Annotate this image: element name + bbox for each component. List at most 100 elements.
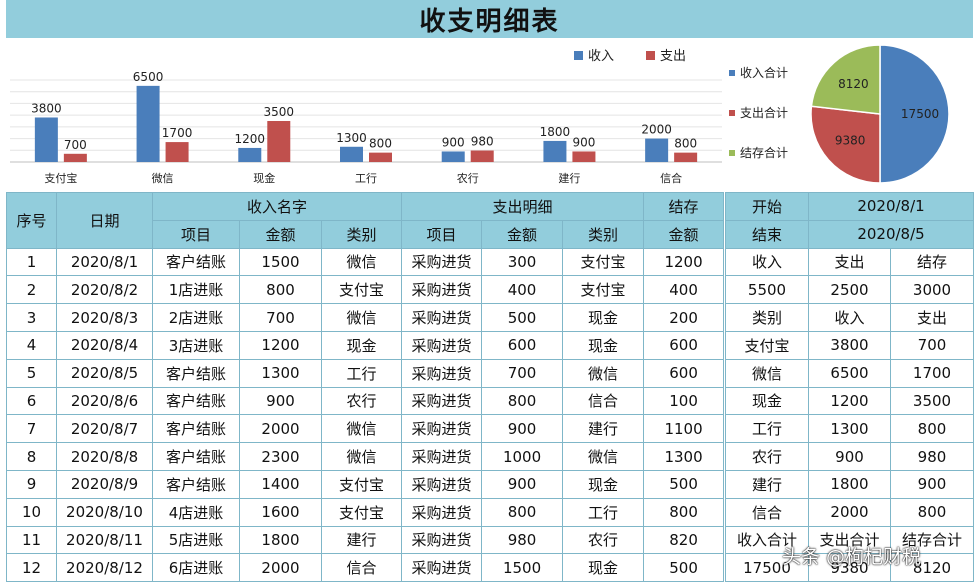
seq-cell[interactable]: 2 bbox=[6, 275, 57, 305]
date-cell[interactable]: 2020/8/12 bbox=[56, 553, 153, 583]
date-cell[interactable]: 2020/8/9 bbox=[56, 469, 153, 499]
summary-cell[interactable]: 5500 bbox=[725, 275, 809, 305]
expense-category-cell[interactable]: 现金 bbox=[562, 330, 645, 360]
expense-amount-cell[interactable]: 900 bbox=[481, 414, 564, 444]
summary-cell[interactable]: 1200 bbox=[808, 386, 891, 416]
income-category-cell[interactable]: 微信 bbox=[320, 414, 403, 444]
summary-cell[interactable]: 支出 bbox=[808, 247, 891, 277]
summary-cell[interactable]: 工行 bbox=[725, 414, 809, 444]
expense-item-cell[interactable]: 采购进货 bbox=[401, 442, 483, 471]
summary-cell[interactable]: 微信 bbox=[725, 358, 809, 388]
summary-cell[interactable]: 1800 bbox=[808, 469, 891, 499]
summary-cell[interactable]: 900 bbox=[808, 442, 891, 471]
balance-cell[interactable]: 1100 bbox=[643, 414, 725, 444]
summary-cell[interactable]: 3800 bbox=[808, 330, 891, 360]
summary-cell[interactable]: 980 bbox=[890, 442, 974, 471]
summary-cell[interactable]: 现金 bbox=[725, 386, 809, 416]
summary-cell[interactable]: 3000 bbox=[890, 275, 974, 305]
expense-item-cell[interactable]: 采购进货 bbox=[401, 414, 483, 444]
balance-cell[interactable]: 500 bbox=[643, 553, 725, 583]
expense-amount-cell[interactable]: 500 bbox=[481, 303, 564, 332]
income-category-cell[interactable]: 微信 bbox=[320, 303, 403, 332]
summary-cell[interactable]: 结存 bbox=[890, 247, 974, 277]
balance-cell[interactable]: 1300 bbox=[643, 442, 725, 471]
expense-amount-cell[interactable]: 400 bbox=[481, 275, 564, 305]
summary-cell[interactable]: 收入 bbox=[808, 303, 891, 332]
income-item-cell[interactable]: 客户结账 bbox=[152, 442, 240, 471]
summary-cell[interactable]: 信合 bbox=[725, 497, 809, 527]
balance-cell[interactable]: 800 bbox=[643, 497, 725, 527]
summary-cell[interactable]: 2000 bbox=[808, 497, 891, 527]
seq-cell[interactable]: 3 bbox=[6, 303, 57, 332]
seq-cell[interactable]: 6 bbox=[6, 386, 57, 416]
date-cell[interactable]: 2020/8/7 bbox=[56, 414, 153, 444]
date-cell[interactable]: 2020/8/5 bbox=[56, 358, 153, 388]
date-cell[interactable]: 2020/8/3 bbox=[56, 303, 153, 332]
start-date[interactable]: 2020/8/1 bbox=[808, 192, 974, 221]
balance-cell[interactable]: 200 bbox=[643, 303, 725, 332]
expense-item-cell[interactable]: 采购进货 bbox=[401, 525, 483, 555]
income-item-cell[interactable]: 5店进账 bbox=[152, 525, 240, 555]
balance-cell[interactable]: 600 bbox=[643, 358, 725, 388]
seq-cell[interactable]: 9 bbox=[6, 469, 57, 499]
income-category-cell[interactable]: 工行 bbox=[320, 358, 403, 388]
balance-cell[interactable]: 600 bbox=[643, 330, 725, 360]
income-amount-cell[interactable]: 1400 bbox=[239, 469, 322, 499]
summary-cell[interactable]: 900 bbox=[890, 469, 974, 499]
expense-item-cell[interactable]: 采购进货 bbox=[401, 469, 483, 499]
summary-cell[interactable]: 收入合计 bbox=[725, 525, 809, 555]
income-category-cell[interactable]: 微信 bbox=[320, 442, 403, 471]
income-category-cell[interactable]: 支付宝 bbox=[320, 275, 403, 305]
income-category-cell[interactable]: 信合 bbox=[320, 553, 403, 583]
summary-cell[interactable]: 8120 bbox=[890, 553, 974, 583]
summary-cell[interactable]: 2500 bbox=[808, 275, 891, 305]
summary-cell[interactable]: 1700 bbox=[890, 358, 974, 388]
expense-category-cell[interactable]: 农行 bbox=[562, 525, 645, 555]
date-cell[interactable]: 2020/8/8 bbox=[56, 442, 153, 471]
summary-cell[interactable]: 建行 bbox=[725, 469, 809, 499]
balance-cell[interactable]: 500 bbox=[643, 469, 725, 499]
seq-cell[interactable]: 10 bbox=[6, 497, 57, 527]
income-amount-cell[interactable]: 1200 bbox=[239, 330, 322, 360]
income-item-cell[interactable]: 6店进账 bbox=[152, 553, 240, 583]
balance-cell[interactable]: 820 bbox=[643, 525, 725, 555]
summary-cell[interactable]: 类别 bbox=[725, 303, 809, 332]
expense-item-cell[interactable]: 采购进货 bbox=[401, 330, 483, 360]
seq-cell[interactable]: 7 bbox=[6, 414, 57, 444]
income-item-cell[interactable]: 客户结账 bbox=[152, 358, 240, 388]
expense-category-cell[interactable]: 建行 bbox=[562, 414, 645, 444]
summary-cell[interactable]: 9380 bbox=[808, 553, 891, 583]
date-cell[interactable]: 2020/8/11 bbox=[56, 525, 153, 555]
expense-category-cell[interactable]: 支付宝 bbox=[562, 247, 645, 277]
expense-category-cell[interactable]: 现金 bbox=[562, 303, 645, 332]
income-amount-cell[interactable]: 800 bbox=[239, 275, 322, 305]
expense-category-cell[interactable]: 现金 bbox=[562, 553, 645, 583]
date-cell[interactable]: 2020/8/6 bbox=[56, 386, 153, 416]
expense-amount-cell[interactable]: 300 bbox=[481, 247, 564, 277]
date-cell[interactable]: 2020/8/10 bbox=[56, 497, 153, 527]
income-item-cell[interactable]: 客户结账 bbox=[152, 469, 240, 499]
date-cell[interactable]: 2020/8/2 bbox=[56, 275, 153, 305]
income-item-cell[interactable]: 1店进账 bbox=[152, 275, 240, 305]
seq-cell[interactable]: 12 bbox=[6, 553, 57, 583]
seq-cell[interactable]: 5 bbox=[6, 358, 57, 388]
expense-amount-cell[interactable]: 800 bbox=[481, 497, 564, 527]
expense-item-cell[interactable]: 采购进货 bbox=[401, 303, 483, 332]
seq-cell[interactable]: 11 bbox=[6, 525, 57, 555]
income-amount-cell[interactable]: 1600 bbox=[239, 497, 322, 527]
income-amount-cell[interactable]: 2300 bbox=[239, 442, 322, 471]
income-amount-cell[interactable]: 1800 bbox=[239, 525, 322, 555]
summary-cell[interactable]: 700 bbox=[890, 330, 974, 360]
expense-amount-cell[interactable]: 980 bbox=[481, 525, 564, 555]
summary-cell[interactable]: 6500 bbox=[808, 358, 891, 388]
end-date[interactable]: 2020/8/5 bbox=[808, 219, 974, 249]
summary-cell[interactable]: 800 bbox=[890, 414, 974, 444]
income-item-cell[interactable]: 4店进账 bbox=[152, 497, 240, 527]
summary-cell[interactable]: 3500 bbox=[890, 386, 974, 416]
income-amount-cell[interactable]: 2000 bbox=[239, 414, 322, 444]
income-category-cell[interactable]: 建行 bbox=[320, 525, 403, 555]
summary-cell[interactable]: 800 bbox=[890, 497, 974, 527]
date-cell[interactable]: 2020/8/1 bbox=[56, 247, 153, 277]
expense-item-cell[interactable]: 采购进货 bbox=[401, 247, 483, 277]
expense-amount-cell[interactable]: 1500 bbox=[481, 553, 564, 583]
